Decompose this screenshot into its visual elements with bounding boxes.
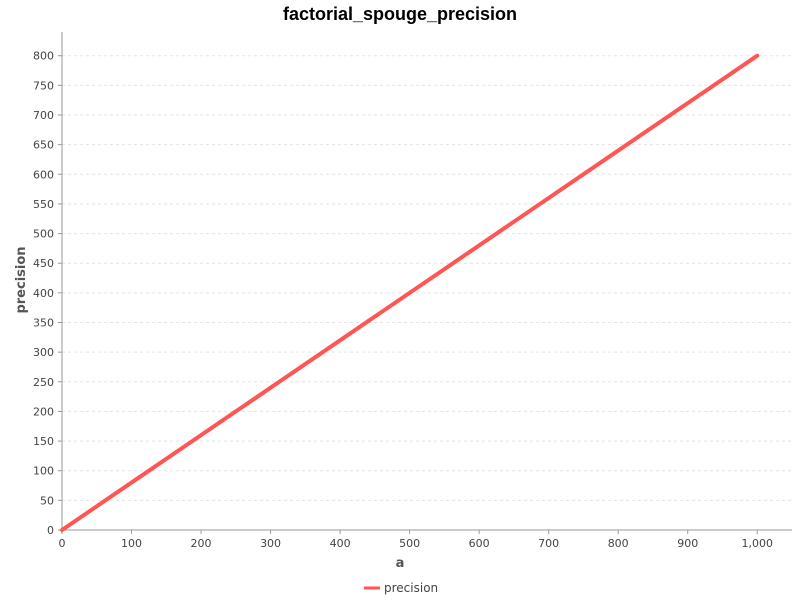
x-axis-label: a bbox=[396, 556, 405, 571]
x-tick-label: 600 bbox=[469, 537, 490, 550]
x-tick-label: 400 bbox=[330, 537, 351, 550]
legend-label: precision bbox=[384, 581, 438, 595]
y-tick-label: 50 bbox=[40, 494, 54, 507]
x-tick-label: 0 bbox=[59, 537, 66, 550]
y-tick-label: 400 bbox=[33, 287, 54, 300]
tick-labels: 0 50 100 150 200 250 300 350 400 450 500 550 600 650 7… bbox=[33, 50, 773, 550]
axes bbox=[58, 32, 792, 534]
y-axis-label: precision bbox=[14, 246, 29, 313]
y-tick-label: 350 bbox=[33, 317, 54, 330]
x-tick-label: 300 bbox=[260, 537, 281, 550]
x-tick-label: 500 bbox=[399, 537, 420, 550]
x-tick-label: 900 bbox=[677, 537, 698, 550]
grid bbox=[62, 55, 792, 501]
x-tick-label: 200 bbox=[191, 537, 212, 550]
y-tick-label: 150 bbox=[33, 435, 54, 448]
y-tick-label: 0 bbox=[47, 524, 54, 537]
x-tick-label: 700 bbox=[538, 537, 559, 550]
y-tick-label: 650 bbox=[33, 139, 54, 152]
y-tick-label: 250 bbox=[33, 376, 54, 389]
legend: precision bbox=[364, 581, 438, 595]
x-tick-label: 800 bbox=[608, 537, 629, 550]
x-tick-label: 1,000 bbox=[741, 537, 773, 550]
y-tick-label: 700 bbox=[33, 109, 54, 122]
y-tick-label: 100 bbox=[33, 465, 54, 478]
y-tick-label: 600 bbox=[33, 168, 54, 181]
y-tick-label: 450 bbox=[33, 257, 54, 270]
y-tick-label: 500 bbox=[33, 228, 54, 241]
y-tick-label: 200 bbox=[33, 405, 54, 418]
x-tick-label: 100 bbox=[121, 537, 142, 550]
y-tick-label: 750 bbox=[33, 79, 54, 92]
series-line bbox=[60, 53, 760, 532]
chart-title: factorial_spouge_precision bbox=[283, 4, 517, 24]
y-tick-label: 550 bbox=[33, 198, 54, 211]
y-tick-label: 800 bbox=[33, 50, 54, 63]
series bbox=[60, 53, 760, 532]
y-tick-label: 300 bbox=[33, 346, 54, 359]
